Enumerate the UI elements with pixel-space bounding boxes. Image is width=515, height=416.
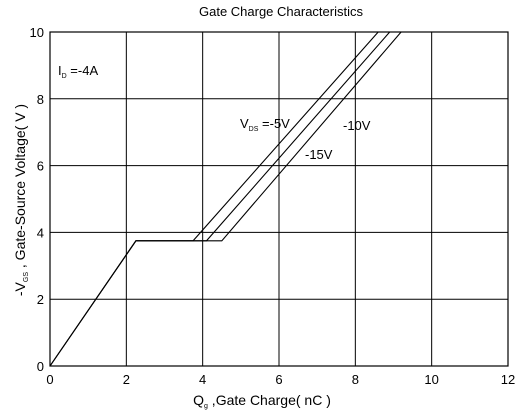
- y-axis-label-sub: GS: [23, 272, 30, 282]
- annotation-10v: -10V: [343, 118, 371, 133]
- x-tick-label: 4: [199, 372, 206, 387]
- condition-rest: =-4A: [67, 63, 99, 78]
- y-tick-label: 10: [30, 25, 44, 40]
- annotation-vds-5v: VDS =-5V: [240, 116, 290, 133]
- y-tick-label: 4: [37, 225, 44, 240]
- y-axis-label-pre: -V: [12, 281, 28, 296]
- x-tick-label: 2: [123, 372, 130, 387]
- data-series: [49, 31, 402, 367]
- series-line-15Vv: [49, 31, 402, 367]
- y-axis-label: -VGS , Gate-Source Voltage( V ): [12, 104, 30, 296]
- annotation-vds-main: V: [240, 116, 249, 131]
- x-tick-label: 8: [352, 372, 359, 387]
- y-axis-label-rest: , Gate-Source Voltage( V ): [12, 104, 28, 272]
- y-tick-label: 2: [37, 292, 44, 307]
- x-axis-label: Qg ,Gate Charge( nC ): [193, 392, 331, 410]
- annotation-vds-sub: DS: [249, 126, 259, 133]
- condition-main: I: [58, 63, 62, 78]
- y-tick-labels: 0 2 4 6 8 10: [30, 25, 44, 374]
- annotation-vds-rest: =-5V: [258, 116, 290, 131]
- condition-label: ID =-4A: [58, 63, 98, 80]
- y-tick-label: 0: [37, 359, 44, 374]
- x-tick-label: 6: [275, 372, 282, 387]
- plot-frame: [49, 31, 509, 367]
- grid-lines: [50, 32, 508, 366]
- chart-title: Gate Charge Characteristics: [199, 4, 364, 19]
- x-axis-label-sub: g: [204, 403, 208, 410]
- x-tick-labels: 0 2 4 6 8 10 12: [46, 372, 515, 387]
- x-tick-label: 0: [46, 372, 53, 387]
- series-line-10Vv: [49, 31, 391, 367]
- annotation-15v: -15V: [305, 147, 333, 162]
- x-axis-label-main: Q: [193, 392, 204, 408]
- series-line-5Vv: [49, 31, 379, 367]
- y-tick-label: 6: [37, 159, 44, 174]
- y-tick-label: 8: [37, 92, 44, 107]
- x-axis-label-rest: ,Gate Charge( nC ): [208, 392, 331, 408]
- x-tick-label: 12: [501, 372, 515, 387]
- x-tick-label: 10: [424, 372, 438, 387]
- condition-sub: D: [62, 73, 67, 80]
